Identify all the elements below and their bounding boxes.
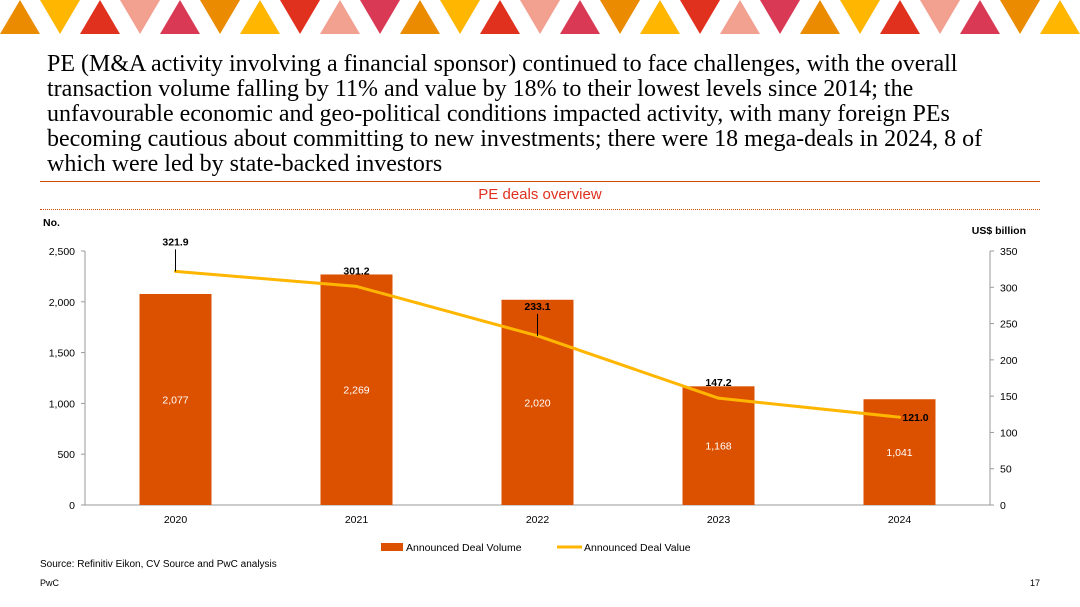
line-value-label: 233.1: [524, 301, 550, 313]
footer-brand: PwC: [40, 578, 60, 588]
bar-deal-volume-2021: [320, 274, 393, 505]
banner-triangle: [960, 0, 1000, 34]
left-tick-label: 2,000: [49, 297, 75, 309]
right-tick-label: 0: [1000, 500, 1006, 512]
x-tick-label: 2023: [707, 514, 731, 526]
bar-value-label: 1,168: [705, 441, 731, 453]
banner-triangle: [80, 0, 120, 34]
banner-triangle: [40, 0, 80, 34]
left-tick-label: 1,500: [49, 348, 75, 360]
banner-triangle: [720, 0, 760, 34]
left-tick-label: 500: [57, 449, 75, 461]
right-tick-label: 100: [1000, 427, 1018, 439]
banner-triangle: [360, 0, 400, 34]
banner-triangle: [120, 0, 160, 34]
right-tick-label: 200: [1000, 355, 1018, 367]
right-tick-label: 350: [1000, 246, 1018, 258]
banner-triangle: [440, 0, 480, 34]
pe-deals-chart: 0 500 1,000 1,500 2,000 2,500 No. 0 50 100 150 200 2…: [43, 217, 1026, 554]
x-tick-label: 2024: [888, 514, 912, 526]
right-tick-label: 300: [1000, 282, 1018, 294]
banner-triangle: [0, 0, 40, 34]
line-value-label: 121.0: [902, 412, 928, 424]
left-tick-label: 2,500: [49, 246, 75, 258]
left-tick-label: 0: [69, 500, 75, 512]
banner-triangle: [560, 0, 600, 34]
bar-value-label: 1,041: [886, 447, 912, 459]
banner-triangle: [760, 0, 800, 34]
banner-triangle: [320, 0, 360, 34]
banner-triangle: [1000, 0, 1040, 34]
line-point-2020: [174, 269, 177, 273]
line-value-label: 321.9: [162, 236, 188, 248]
line-point-2024: [898, 415, 901, 419]
line-value-label: 147.2: [705, 377, 731, 389]
page-number: 17: [1029, 578, 1040, 588]
banner-triangle: [840, 0, 880, 34]
x-tick-label: 2022: [526, 514, 550, 526]
bar-deal-volume-2023: [682, 386, 755, 505]
decorative-triangle-banner: [0, 0, 1080, 34]
banner-triangle: [240, 0, 280, 34]
x-tick-label: 2021: [345, 514, 369, 526]
legend-label-volume: Announced Deal Volume: [406, 542, 522, 554]
banner-triangle: [640, 0, 680, 34]
banner-triangle: [160, 0, 200, 34]
banner-triangle: [400, 0, 440, 34]
bar-value-label: 2,269: [343, 385, 369, 397]
right-tick-label: 50: [1000, 464, 1012, 476]
title-divider: [40, 181, 1040, 182]
banner-triangle: [600, 0, 640, 34]
legend-label-value: Announced Deal Value: [584, 542, 691, 554]
legend-swatch-volume: [381, 543, 403, 551]
banner-triangle: [1040, 0, 1080, 34]
banner-triangle: [520, 0, 560, 34]
right-tick-label: 150: [1000, 391, 1018, 403]
banner-triangle: [920, 0, 960, 34]
line-value-label: 301.2: [343, 265, 369, 277]
right-tick-label: 250: [1000, 319, 1018, 331]
right-axis-label: US$ billion: [972, 225, 1026, 237]
bar-value-label: 2,077: [162, 394, 188, 406]
banner-triangle: [280, 0, 320, 34]
line-point-2023: [717, 396, 720, 400]
banner-triangle: [680, 0, 720, 34]
left-tick-label: 1,000: [49, 398, 75, 410]
source-note: Source: Refinitiv Eikon, CV Source and P…: [40, 559, 277, 570]
banner-triangle: [200, 0, 240, 34]
slide-headline: PE (M&A activity involving a financial s…: [47, 51, 983, 177]
chart-title: PE deals overview: [478, 186, 602, 203]
x-tick-label: 2020: [164, 514, 188, 526]
bar-value-label: 2,020: [524, 397, 550, 409]
line-point-2021: [355, 284, 358, 288]
chart-title-divider: [40, 209, 1040, 210]
banner-triangle: [880, 0, 920, 34]
banner-triangle: [800, 0, 840, 34]
left-axis-label: No.: [43, 217, 60, 229]
bar-deal-volume-2020: [139, 293, 212, 505]
banner-triangle: [480, 0, 520, 34]
